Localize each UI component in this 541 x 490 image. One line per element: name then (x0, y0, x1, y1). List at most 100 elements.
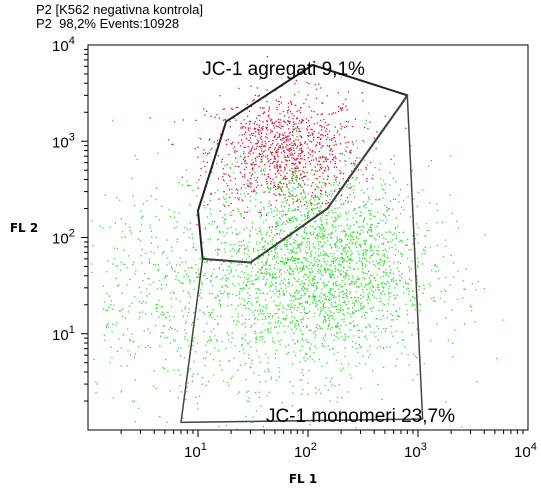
event-dot (330, 264, 332, 266)
event-dot (392, 208, 394, 210)
event-dot (265, 264, 267, 266)
event-dot (241, 126, 243, 128)
event-dot (317, 226, 319, 228)
event-dot (197, 373, 199, 375)
event-dot (316, 304, 318, 306)
event-dot (291, 328, 293, 330)
event-dot (299, 201, 301, 204)
event-dot (212, 167, 214, 169)
event-dot (347, 141, 349, 143)
event-dot (166, 275, 169, 277)
event-dot (297, 323, 299, 325)
event-dot (352, 209, 355, 211)
event-dot (256, 301, 258, 303)
event-dot (317, 196, 319, 198)
event-dot (301, 144, 303, 146)
event-dot (341, 253, 343, 255)
event-dot (290, 147, 292, 149)
event-dot (343, 229, 345, 231)
event-dot (258, 277, 260, 280)
event-dot (413, 297, 415, 299)
event-dot (287, 304, 289, 306)
event-dot (222, 179, 225, 181)
event-dot (244, 326, 247, 328)
event-dot (263, 249, 266, 251)
event-dot (269, 146, 272, 149)
event-dot (314, 178, 316, 180)
event-dot (134, 353, 137, 355)
event-dot (308, 106, 310, 108)
event-dot (211, 311, 213, 313)
event-dot (179, 385, 181, 387)
event-dot (345, 211, 347, 214)
event-dot (267, 251, 270, 253)
event-dot (351, 232, 353, 234)
event-dot (313, 360, 316, 363)
event-dot (207, 152, 209, 155)
event-dot (371, 307, 373, 309)
event-dot (173, 211, 175, 213)
event-dot (247, 343, 249, 345)
event-dot (181, 176, 183, 178)
event-dot (251, 173, 254, 175)
event-dot (241, 337, 243, 339)
event-dot (303, 155, 306, 157)
event-dot (339, 272, 341, 275)
event-dot (270, 187, 272, 189)
event-dot (307, 147, 309, 149)
event-dot (263, 170, 265, 172)
event-dot (296, 234, 298, 236)
event-dot (226, 232, 228, 234)
event-dot (323, 269, 326, 271)
event-dot (284, 271, 286, 273)
event-dot (369, 299, 371, 301)
event-dot (393, 295, 395, 297)
event-dot (286, 315, 288, 317)
event-dot (279, 124, 281, 126)
event-dot (271, 316, 274, 318)
event-dot (291, 194, 293, 196)
event-dot (220, 293, 222, 295)
event-dot (314, 199, 316, 201)
event-dot (168, 328, 171, 331)
event-dot (385, 231, 387, 234)
event-dot (290, 249, 292, 251)
event-dot (245, 137, 248, 140)
event-dot (320, 246, 322, 248)
event-dot (133, 356, 136, 358)
event-dot (248, 120, 250, 123)
event-dot (288, 252, 290, 254)
event-dot (312, 133, 314, 135)
event-dot (322, 238, 324, 240)
event-dot (281, 215, 283, 217)
event-dot (189, 185, 192, 187)
event-dot (360, 346, 363, 348)
event-dot (353, 304, 355, 307)
event-dot (304, 142, 306, 144)
event-dot (169, 390, 171, 392)
event-dot (330, 293, 332, 296)
event-dot (290, 221, 292, 223)
event-dot (227, 305, 229, 307)
event-dot (291, 113, 293, 115)
event-dot (249, 200, 251, 202)
event-dot (231, 248, 234, 250)
event-dot (359, 246, 362, 248)
event-dot (243, 287, 245, 289)
event-dot (347, 202, 349, 204)
event-dot (455, 220, 458, 222)
event-dot (378, 286, 380, 288)
event-dot (320, 392, 322, 394)
event-dot (292, 128, 294, 130)
event-dot (288, 116, 290, 118)
event-dot (294, 144, 297, 146)
event-dot (278, 182, 280, 184)
event-dot (274, 255, 276, 257)
event-dot (319, 328, 321, 330)
event-dot (387, 257, 389, 259)
event-dot (344, 333, 346, 335)
event-dot (350, 250, 352, 252)
event-dot (275, 349, 278, 351)
event-dot (195, 264, 197, 266)
event-dot (396, 267, 398, 269)
